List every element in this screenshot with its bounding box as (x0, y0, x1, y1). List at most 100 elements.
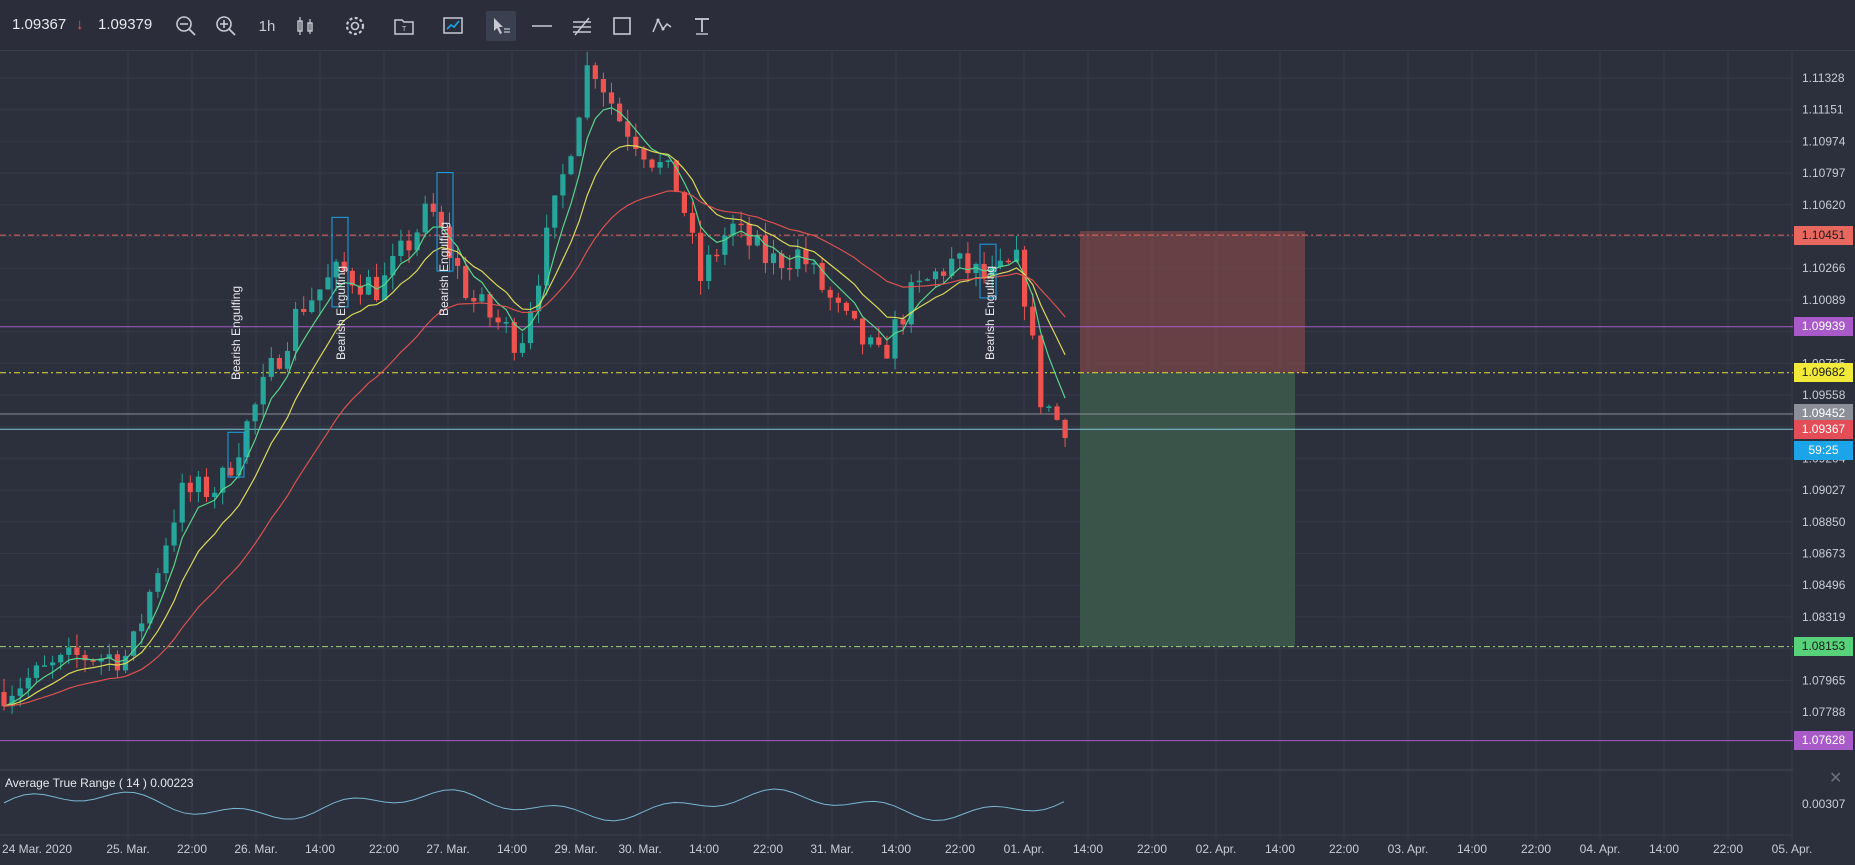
candle (900, 319, 906, 325)
time-axis-tick: 03. Apr. (1388, 842, 1429, 856)
cursor-select-icon[interactable] (486, 11, 516, 41)
candle (835, 297, 841, 303)
close-indicator-icon[interactable]: ✕ (1829, 770, 1843, 787)
ema-slow-line (3, 190, 1066, 707)
candle (706, 254, 712, 281)
time-axis-tick: 04. Apr. (1580, 842, 1621, 856)
timeframe-button[interactable]: 1h (258, 17, 276, 35)
candle (746, 223, 752, 246)
ema-mid-line (3, 144, 1066, 707)
time-axis-tick: 30. Mar. (618, 842, 661, 856)
settings-gear-icon[interactable] (340, 11, 370, 41)
price-axis-tick: 1.09027 (1802, 483, 1846, 497)
time-axis-tick: 22:00 (177, 842, 207, 856)
candle (803, 249, 809, 265)
candle (1038, 335, 1044, 408)
candles-icon[interactable] (291, 11, 321, 41)
candle (446, 226, 453, 259)
template-icon[interactable]: T (389, 11, 419, 41)
time-axis-tick: 14:00 (497, 842, 527, 856)
candle (811, 263, 817, 265)
candle (487, 294, 493, 318)
candle (325, 277, 331, 290)
price-chart[interactable]: Bearish Engulfing Bearish Engulfing Bearis… (0, 50, 1855, 865)
candle (25, 677, 31, 689)
candle (665, 160, 671, 162)
candle (511, 322, 517, 353)
candle (17, 688, 23, 696)
candle (689, 212, 696, 233)
price-axis-tick: 1.10797 (1802, 166, 1846, 180)
candle (50, 662, 56, 666)
candle (66, 647, 72, 655)
indicator-chart-icon[interactable] (438, 11, 468, 41)
candle (576, 117, 582, 157)
candle (276, 357, 282, 369)
candle (568, 156, 574, 175)
time-axis-tick: 22:00 (945, 842, 975, 856)
price-axis-tick: 1.07965 (1802, 673, 1846, 687)
time-axis-tick: 27. Mar. (426, 842, 469, 856)
pattern-label: Bearish Engulfing (983, 266, 997, 360)
candle (365, 276, 372, 295)
candle (33, 665, 39, 678)
candle (147, 591, 153, 624)
candle (762, 235, 768, 264)
candle (860, 318, 866, 345)
text-tool-icon[interactable] (687, 11, 717, 41)
candle (341, 261, 347, 271)
candle (1046, 406, 1052, 408)
chart-area[interactable]: Bearish Engulfing Bearish Engulfing Bearis… (0, 50, 1855, 865)
stop-loss-zone (1080, 231, 1305, 373)
candle (681, 192, 687, 213)
price-axis-tick: 1.10089 (1802, 293, 1846, 307)
time-axis-tick: 02. Apr. (1196, 842, 1237, 856)
price-tag: 1.07628 (1794, 731, 1853, 751)
time-axis-tick: 22:00 (1521, 842, 1551, 856)
rectangle-icon[interactable] (607, 11, 637, 41)
candle (738, 223, 744, 226)
candle (965, 253, 971, 274)
candle (187, 482, 193, 493)
price-axis-tick: 1.10266 (1802, 261, 1846, 275)
zoom-in-icon[interactable] (211, 11, 241, 41)
candle (244, 421, 250, 458)
candle (843, 302, 849, 311)
price-tag: 59:25 (1794, 440, 1853, 460)
candle (997, 260, 1003, 267)
zoom-out-icon[interactable] (171, 11, 201, 41)
candle (82, 655, 88, 661)
candle (406, 240, 412, 251)
wave-icon[interactable] (647, 11, 677, 41)
ema-fast-line (3, 107, 1066, 707)
candle (827, 289, 833, 298)
candle (754, 235, 760, 246)
candle (633, 136, 639, 149)
price-tag: 1.09367 (1794, 419, 1853, 439)
candle (560, 174, 566, 196)
horizontal-line-icon[interactable] (527, 11, 557, 41)
time-axis-tick: 22:00 (1713, 842, 1743, 856)
candle (139, 623, 145, 632)
candle (414, 232, 420, 251)
candle (657, 161, 663, 168)
candle (916, 280, 922, 283)
time-axis-tick: 29. Mar. (554, 842, 597, 856)
candle (471, 297, 477, 302)
price-tag: 1.09939 (1794, 317, 1853, 337)
candle (349, 270, 355, 286)
candle (819, 263, 825, 290)
candle (131, 631, 137, 656)
candle (422, 203, 428, 233)
candle (1062, 419, 1068, 438)
candle (868, 337, 874, 345)
candle (698, 232, 704, 281)
candle (203, 476, 210, 498)
candle (503, 322, 509, 324)
candle (973, 263, 979, 274)
candle (592, 65, 598, 80)
channel-lines-icon[interactable] (567, 11, 597, 41)
candle (106, 654, 112, 659)
candle (74, 647, 80, 656)
candle (1030, 306, 1036, 336)
